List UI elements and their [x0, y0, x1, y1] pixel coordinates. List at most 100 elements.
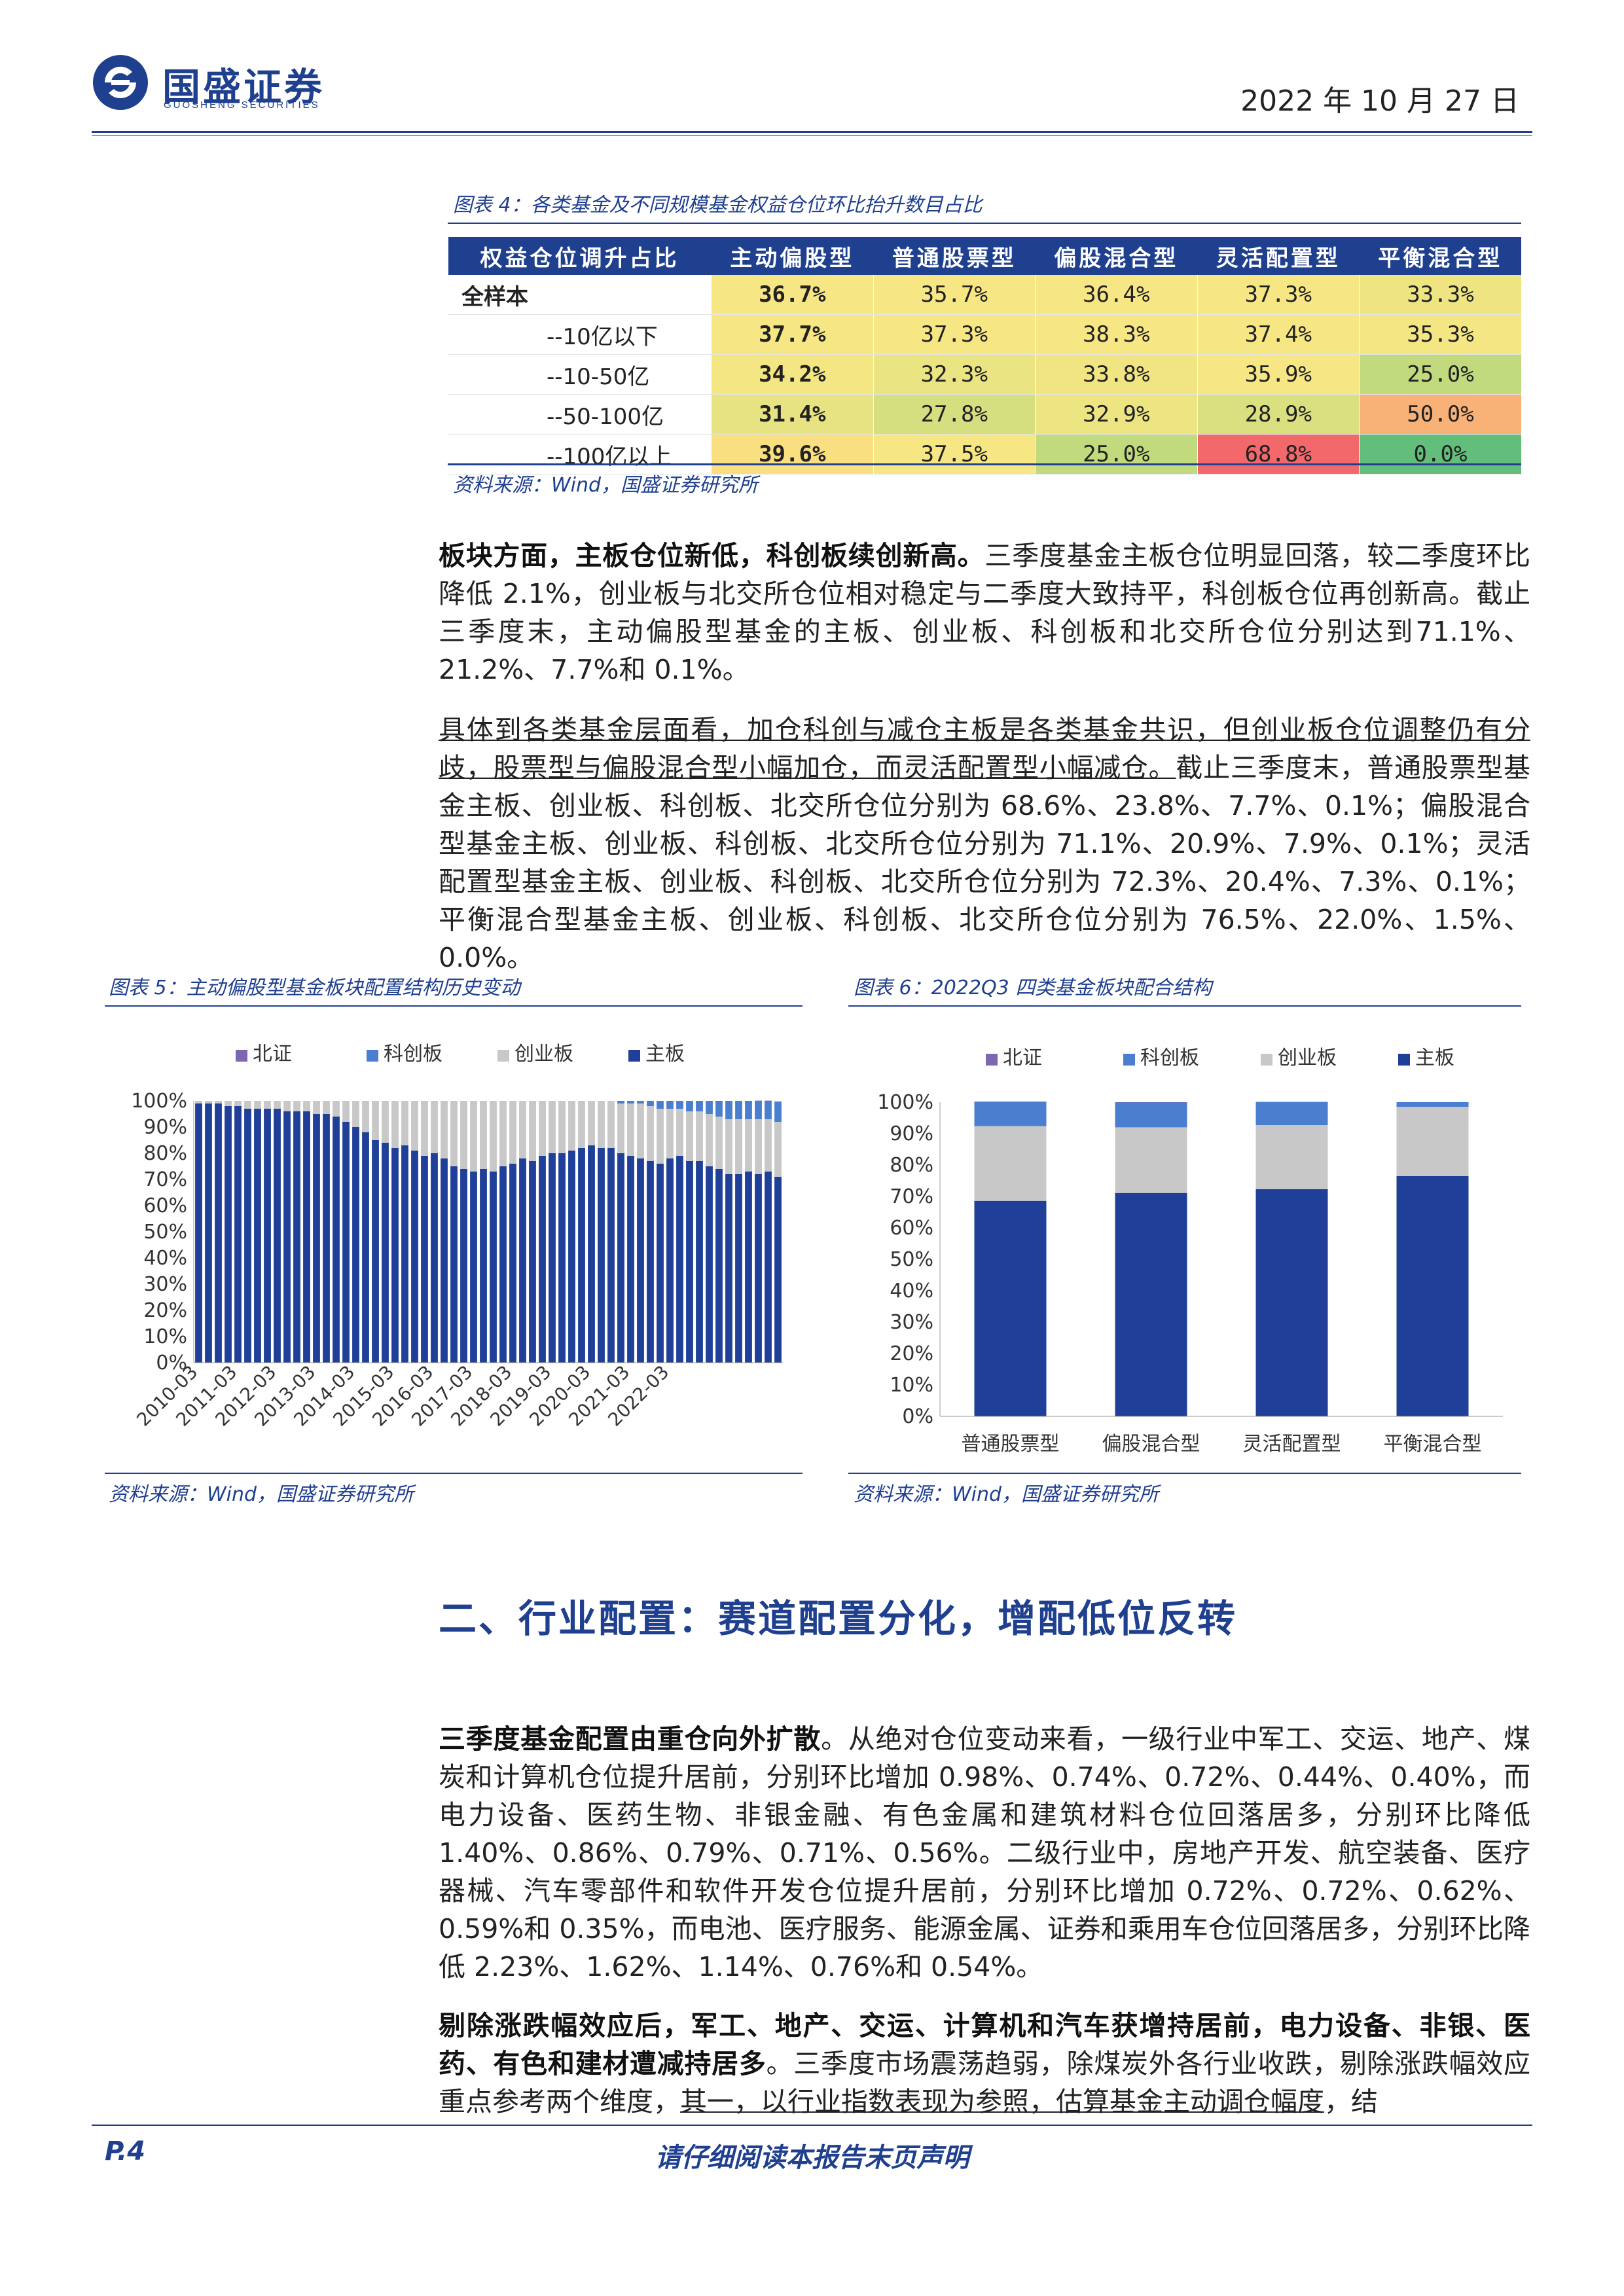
- bar-segment: [205, 1101, 212, 1103]
- paragraph-underlined: 其一，以行业指数表现为参照，估算基金主动调仓幅度: [680, 2086, 1324, 2117]
- bar-segment: [480, 1169, 487, 1363]
- bar-segment: [264, 1101, 271, 1109]
- table-row-label: --50-100亿: [448, 394, 712, 435]
- bar-segment: [755, 1101, 762, 1119]
- bar-segment: [342, 1122, 350, 1363]
- bar-segment: [362, 1101, 369, 1132]
- bar-segment: [323, 1114, 330, 1363]
- bar-segment: [519, 1101, 526, 1158]
- table4-col-header: 主动偏股型: [711, 237, 873, 275]
- bar-segment: [676, 1109, 683, 1156]
- bar-segment: [519, 1158, 526, 1363]
- table-cell: 37.7%: [711, 314, 873, 355]
- y-tick-label: 80%: [143, 1142, 187, 1165]
- bar-segment: [745, 1172, 752, 1363]
- bar-segment: [637, 1101, 644, 1103]
- bar-segment: [411, 1101, 418, 1151]
- table-cell: 27.8%: [873, 394, 1036, 435]
- bar-segment: [735, 1119, 742, 1174]
- table-cell: 36.4%: [1035, 275, 1197, 315]
- legend-swatch: [1261, 1054, 1272, 1066]
- bar-segment: [735, 1174, 742, 1363]
- bar-segment: [539, 1156, 546, 1363]
- bar-segment: [598, 1101, 605, 1148]
- bar-segment: [666, 1158, 674, 1363]
- fig5-chart: 北证 科创板 创业板 主板 0% 10% 20% 30% 40% 50% 60% 70% 80% 90% 1…: [131, 1043, 783, 1431]
- table-cell: 68.8%: [1197, 434, 1360, 475]
- y-tick-label: 40%: [143, 1247, 187, 1270]
- bar-segment: [627, 1101, 634, 1103]
- bar-segment: [234, 1106, 242, 1363]
- y-tick-label: 70%: [143, 1168, 187, 1191]
- y-tick-label: 0%: [902, 1405, 933, 1428]
- table4-col-header: 偏股混合型: [1035, 237, 1197, 275]
- table-row-label: --100亿以上: [448, 434, 712, 475]
- bar-segment: [352, 1101, 359, 1127]
- table-cell: 33.8%: [1035, 354, 1197, 395]
- bar-segment: [657, 1109, 664, 1164]
- bar-segment: [588, 1101, 595, 1145]
- bar-segment: [1255, 1125, 1328, 1189]
- paragraph-body: 。三季度市场震荡趋弱，除煤炭外各行业收跌，剔除涨跌幅效应重点参考两个维度，: [439, 2048, 1531, 2117]
- legend-label: 创业板: [514, 1043, 573, 1066]
- paragraph-body: 。从绝对仓位变动来看，一级行业中军工、交运、地产、煤炭和计算机仓位提升居前，分别…: [439, 1723, 1531, 1982]
- y-tick-label: 10%: [890, 1374, 933, 1397]
- paragraph-adjusted: 剔除涨跌幅效应后，军工、地产、交运、计算机和汽车获增持居前，电力设备、非银、医药…: [439, 2007, 1530, 2121]
- bar-segment: [558, 1153, 566, 1363]
- y-tick-label: 60%: [143, 1194, 187, 1217]
- paragraph-sectors: 板块方面，主板仓位新低，科创板续创新高。三季度基金主板仓位明显回落，较二季度环比…: [439, 537, 1530, 689]
- paragraph-lead: 三季度基金配置由重仓向外扩散: [439, 1723, 821, 1755]
- table-cell: 38.3%: [1035, 314, 1197, 355]
- bar-segment: [195, 1101, 202, 1103]
- fig6-caption: 图表 6：2022Q3 四类基金板块配合结构: [854, 977, 1212, 999]
- bar-segment: [715, 1117, 723, 1169]
- bar-segment: [254, 1109, 261, 1363]
- bar-segment: [588, 1145, 595, 1363]
- table-row: --10-50亿 34.2% 32.3% 33.8% 35.9% 25.0%: [448, 354, 1521, 395]
- bar-segment: [283, 1111, 291, 1363]
- legend-label: 科创板: [1140, 1047, 1199, 1069]
- bar-segment: [342, 1101, 350, 1122]
- bar-segment: [195, 1103, 202, 1363]
- paragraph-industry: 三季度基金配置由重仓向外扩散。从绝对仓位变动来看，一级行业中军工、交运、地产、煤…: [439, 1720, 1530, 1986]
- bar-segment: [274, 1101, 281, 1109]
- bar-segment: [725, 1101, 732, 1119]
- bar-segment: [676, 1156, 683, 1363]
- bar-segment: [480, 1101, 487, 1169]
- bar-segment: [382, 1143, 389, 1363]
- y-tick-label: 40%: [890, 1280, 933, 1302]
- fig5-bottom-rule: [105, 1473, 803, 1474]
- paragraph-underlined: 具体到各类基金层面看，加仓科创与减仓主板是各类基金共识，但创业板仓位调整仍有分歧…: [439, 714, 1530, 783]
- table-cell: 50.0%: [1359, 394, 1521, 435]
- bar-segment: [421, 1156, 428, 1363]
- bar-segment: [450, 1166, 458, 1363]
- paragraph-fund-types: 具体到各类基金层面看，加仓科创与减仓主板是各类基金共识，但创业板仓位调整仍有分歧…: [439, 711, 1530, 977]
- y-tick-label: 100%: [877, 1091, 933, 1114]
- table-row: --50-100亿 31.4% 27.8% 32.9% 28.9% 50.0%: [448, 394, 1521, 435]
- bar-segment: [558, 1101, 566, 1153]
- bar-segment: [431, 1101, 438, 1153]
- legend-swatch: [367, 1050, 378, 1062]
- paragraph-lead: 剔除涨跌幅效应后，军工、地产、交运、计算机和汽车获增持居前，电力设备、非银、医药…: [439, 2010, 1530, 2079]
- bar-segment: [234, 1101, 242, 1106]
- y-tick-label: 30%: [890, 1311, 933, 1334]
- report-date: 2022 年 10 月 27 日: [1240, 84, 1519, 118]
- table-cell: 31.4%: [711, 394, 873, 435]
- bar-segment: [460, 1101, 467, 1169]
- bar-segment: [421, 1101, 428, 1156]
- table-cell: 37.4%: [1197, 314, 1360, 355]
- legend-label: 科创板: [384, 1043, 442, 1066]
- bar-segment: [735, 1101, 742, 1119]
- bar-segment: [411, 1151, 418, 1363]
- table-cell: 35.7%: [873, 275, 1036, 315]
- table4-col-header: 灵活配置型: [1197, 237, 1360, 275]
- fig5-caption: 图表 5：主动偏股型基金板块配置结构历史变动: [109, 977, 520, 999]
- fig5-caption-rule: [105, 1005, 803, 1007]
- bar-segment: [372, 1101, 379, 1140]
- legend-label: 创业板: [1278, 1047, 1337, 1069]
- bar-segment: [696, 1161, 703, 1363]
- table-cell: 33.3%: [1359, 275, 1521, 315]
- table-cell: 36.7%: [711, 275, 873, 315]
- bar-segment: [607, 1148, 615, 1363]
- bar-segment: [499, 1101, 507, 1166]
